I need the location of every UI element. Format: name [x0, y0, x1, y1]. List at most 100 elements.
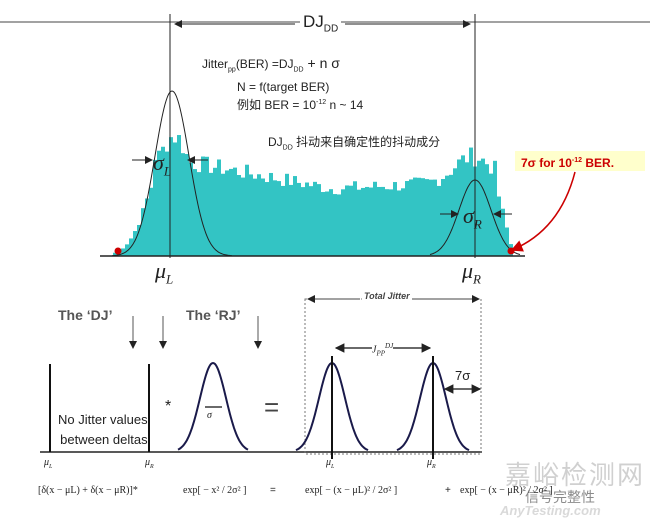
histogram-bar — [157, 150, 161, 256]
histogram-bar — [373, 181, 377, 256]
histogram-bar — [353, 181, 357, 256]
left-gaussian — [111, 90, 233, 257]
bmr: μ — [145, 457, 151, 468]
equals-symbol: = — [264, 392, 280, 422]
jitter-formula: Jitterpp(BER) =DJDD + n σ — [202, 55, 340, 73]
histogram-bar — [125, 244, 129, 256]
mu-r-label: μR — [462, 258, 481, 287]
histogram-bar — [449, 174, 453, 256]
histogram-bar — [149, 187, 153, 256]
histogram-bar — [349, 185, 353, 256]
convolve-symbol: * — [165, 398, 172, 415]
dj-sub: DD — [323, 23, 339, 35]
histogram-bar — [185, 154, 189, 256]
sigma-r-label: σR — [463, 203, 482, 232]
tmlsub: L — [331, 464, 335, 470]
histogram-bar — [421, 178, 425, 256]
dj-text: DJ — [303, 12, 324, 31]
histogram-bar — [225, 170, 229, 256]
histogram-bar — [401, 188, 405, 256]
histogram-bar — [181, 153, 185, 256]
jppsup: DJ — [385, 342, 394, 350]
histogram-bar — [237, 175, 241, 256]
histogram-bar — [413, 177, 417, 256]
histogram-bar — [273, 180, 277, 256]
no-jitter-text: No Jitter values between deltas — [58, 410, 148, 450]
histogram-bar — [445, 175, 449, 256]
histogram-bar — [425, 179, 429, 256]
histogram-bar — [165, 151, 169, 256]
f1sub: pp — [228, 66, 236, 74]
f1b: (BER) =DJ — [235, 57, 294, 71]
callout-arrow — [510, 171, 576, 252]
equation-equals: = — [270, 485, 276, 496]
ml: μ — [155, 258, 167, 283]
histogram-bar — [397, 190, 401, 256]
f1sub2: DD — [293, 66, 304, 74]
histogram-bar — [289, 184, 293, 256]
histogram-bar — [113, 252, 117, 256]
histogram-bar — [241, 177, 245, 256]
histogram-bar — [325, 191, 329, 256]
equation-rj: exp[ − x² / 2σ² ] — [183, 485, 247, 496]
histogram-bar — [393, 182, 397, 256]
histogram-bar — [465, 162, 469, 256]
nj2: between deltas — [60, 432, 148, 447]
histogram-bar — [205, 156, 209, 256]
histogram-bar — [245, 164, 249, 256]
histogram-bar — [161, 146, 165, 256]
seven-sigma-label: 7σ — [455, 368, 471, 383]
nj1: No Jitter values — [58, 412, 148, 427]
sigma-l-label: σL — [153, 150, 171, 179]
mrsub: R — [473, 271, 481, 287]
bottom-mu-r: μR — [145, 457, 154, 470]
histogram-bar — [437, 185, 441, 256]
histogram-bar — [429, 179, 433, 256]
histogram-bar — [385, 189, 389, 256]
tmrsub: R — [432, 464, 436, 470]
histogram-bar — [433, 179, 437, 256]
histogram-bar — [505, 227, 509, 256]
f3a: 例如 BER = 10 — [237, 98, 317, 112]
histogram-bar — [333, 194, 337, 256]
sl: σ — [153, 150, 164, 175]
dj-description: DJDD 抖动来自确定性的抖动成分 — [268, 133, 440, 151]
equation-total-left: exp[ − (x − μL)² / 2σ² ] — [305, 485, 398, 496]
histogram-bar — [277, 181, 281, 256]
histogram-bar — [261, 178, 265, 256]
histogram-bar — [197, 172, 201, 256]
histogram-bar — [221, 173, 225, 256]
histogram-bar — [493, 160, 497, 256]
histogram-bar — [297, 182, 301, 256]
histogram-bar — [469, 147, 473, 256]
histogram-bar — [481, 158, 485, 256]
sr: σ — [463, 203, 474, 228]
histogram-bar — [453, 168, 457, 256]
watermark-account: 信号完整性 — [525, 489, 595, 505]
bottom-mu-l: μL — [44, 457, 52, 470]
f3b: n ~ 14 — [326, 98, 364, 112]
histogram-bar — [369, 187, 373, 256]
histogram-bar — [461, 155, 465, 256]
histogram-bar — [337, 194, 341, 256]
bmlsub: L — [49, 464, 53, 470]
mlsub: L — [166, 271, 174, 287]
histogram-bar — [409, 179, 413, 256]
mu-l-label: μL — [155, 258, 173, 287]
cb: BER. — [582, 156, 615, 170]
total-mu-r: μR — [427, 457, 436, 470]
histogram-bar — [501, 208, 505, 256]
csup: -12 — [571, 157, 583, 164]
ca: 7σ for 10 — [521, 156, 572, 170]
histogram-bar — [257, 174, 261, 256]
histogram-bar — [193, 169, 197, 256]
histogram-bar — [361, 187, 365, 256]
jppsub: PP — [376, 349, 386, 358]
right-gaussian — [429, 179, 521, 255]
srsub: R — [473, 216, 482, 232]
ber-example: 例如 BER = 10-12 n ~ 14 — [237, 96, 363, 113]
mr: μ — [462, 258, 474, 283]
histogram-bar — [313, 181, 317, 256]
n-formula: N = f(target BER) — [237, 80, 330, 94]
